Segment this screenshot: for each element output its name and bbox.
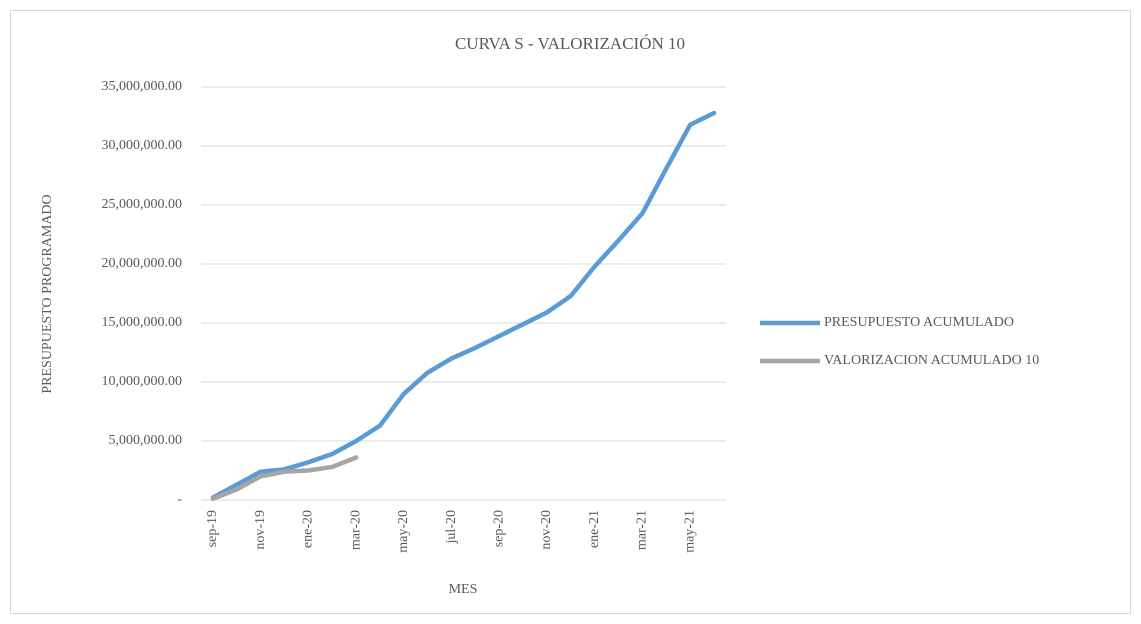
- x-tick-label: may-21: [682, 510, 697, 553]
- x-tick-label: sep-20: [492, 510, 507, 547]
- x-tick-label: ene-20: [301, 510, 316, 548]
- x-tick-label: mar-20: [348, 510, 363, 550]
- x-axis-title: MES: [449, 582, 478, 597]
- chart-border: [10, 10, 1131, 614]
- x-tick-label: ene-21: [587, 510, 602, 548]
- y-tick-label: -: [177, 492, 182, 507]
- x-tick-label: nov-19: [253, 510, 268, 550]
- y-tick-label: 35,000,000.00: [102, 79, 183, 94]
- legend-label: PRESUPUESTO ACUMULADO: [824, 315, 1014, 330]
- chart-title: CURVA S - VALORIZACIÓN 10: [455, 34, 685, 53]
- x-tick-label: mar-21: [635, 510, 650, 550]
- series-line: [210, 455, 359, 502]
- y-tick-label: 20,000,000.00: [102, 256, 183, 271]
- x-tick-label: sep-19: [205, 510, 220, 547]
- y-tick-label: 15,000,000.00: [102, 315, 183, 330]
- series-line: [210, 110, 717, 500]
- y-tick-label: 25,000,000.00: [102, 197, 183, 212]
- y-tick-label: 5,000,000.00: [109, 433, 183, 448]
- legend-label: VALORIZACION ACUMULADO 10: [824, 353, 1039, 368]
- x-tick-label: may-20: [396, 510, 411, 553]
- y-axis-title: PRESUPUESTO PROGRAMADO: [40, 194, 55, 393]
- x-tick-label: nov-20: [539, 510, 554, 550]
- y-tick-label: 10,000,000.00: [102, 374, 183, 389]
- y-tick-label: 30,000,000.00: [102, 138, 183, 153]
- x-tick-label: jul-20: [444, 510, 459, 544]
